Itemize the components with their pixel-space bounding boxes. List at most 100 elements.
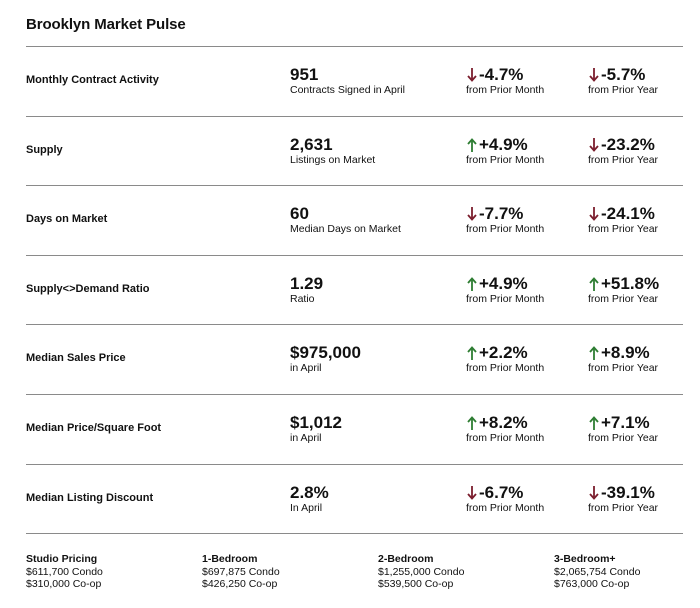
month-change: -4.7% from Prior Month	[466, 65, 545, 97]
pricing-heading: 2-Bedroom	[378, 553, 434, 565]
metric-label: Median Listing Discount	[26, 491, 154, 504]
metric-value: 951	[290, 65, 319, 84]
month-change: +8.2% from Prior Month	[466, 412, 545, 444]
metric-value-block: 951 Contracts Signed in April	[290, 65, 405, 97]
month-change-value: +2.2%	[479, 343, 528, 363]
metric-value: 2,631	[290, 134, 333, 154]
year-change-value: -39.1%	[601, 482, 655, 502]
month-change: -7.7% from Prior Month	[466, 204, 545, 236]
month-change: +2.2% from Prior Month	[466, 343, 545, 375]
coop-price: $426,250 Co-op	[202, 578, 278, 590]
year-change-label: from Prior Year	[588, 292, 659, 305]
coop-price: $539,500 Co-op	[378, 578, 454, 590]
metric-value: $975,000	[290, 343, 361, 363]
metric-description: Listings on Market	[290, 153, 376, 166]
month-change-value: -7.7%	[479, 204, 524, 224]
arrow-up-icon	[588, 276, 600, 292]
coop-price: $763,000 Co-op	[554, 578, 630, 590]
year-change-label: from Prior Year	[588, 153, 659, 166]
pricing-heading: Studio Pricing	[26, 553, 98, 565]
pricing-column: Studio Pricing $611,700 Condo $310,000 C…	[26, 553, 103, 591]
year-change-label: from Prior Year	[588, 84, 659, 96]
metric-value-block: $975,000 in April	[290, 343, 361, 375]
pricing-heading: 1-Bedroom	[202, 553, 258, 565]
month-change: +4.9% from Prior Month	[466, 273, 545, 305]
metric-description: Ratio	[290, 292, 315, 305]
month-change-label: from Prior Month	[466, 362, 545, 375]
arrow-up-icon	[588, 415, 600, 431]
metric-description: In April	[290, 501, 323, 514]
month-change-label: from Prior Month	[466, 501, 545, 514]
condo-price: $611,700 Condo	[26, 565, 103, 578]
metric-description: Median Days on Market	[290, 223, 401, 236]
metric-value-block: 1.29 Ratio	[290, 273, 324, 305]
metric-label: Days on Market	[26, 213, 108, 226]
metric-description: Contracts Signed in April	[290, 84, 405, 96]
year-change-value: -24.1%	[601, 204, 655, 224]
metric-label: Median Sales Price	[26, 352, 126, 365]
metric-value-block: 2.8% In April	[290, 482, 329, 514]
metric-value-block: $1,012 in April	[290, 412, 342, 444]
metric-row: Median Price/Square Foot $1,012 in April…	[26, 395, 683, 465]
condo-price: $697,875 Condo	[202, 565, 280, 578]
month-change-label: from Prior Month	[466, 431, 545, 444]
year-change: -23.2% from Prior Year	[588, 134, 659, 166]
metric-value: 2.8%	[290, 482, 329, 502]
year-change-label: from Prior Year	[588, 223, 659, 236]
year-change-value: +51.8%	[601, 273, 660, 293]
arrow-down-icon	[588, 206, 600, 222]
metric-row: Median Sales Price $975,000 in April +2.…	[26, 325, 683, 395]
arrow-down-icon	[588, 485, 600, 501]
market-metrics-table: Monthly Contract Activity 951 Contracts …	[26, 46, 683, 535]
year-change: +7.1% from Prior Year	[588, 412, 659, 444]
year-change-value: +8.9%	[601, 343, 650, 363]
year-change: +51.8% from Prior Year	[588, 273, 660, 305]
coop-price: $310,000 Co-op	[26, 578, 102, 590]
month-change-value: +4.9%	[479, 273, 528, 293]
pricing-heading: 3-Bedroom+	[554, 553, 616, 565]
arrow-up-icon	[466, 415, 478, 431]
month-change: -6.7% from Prior Month	[466, 482, 545, 514]
month-change-value: +8.2%	[479, 412, 528, 432]
metric-value: $1,012	[290, 412, 342, 432]
year-change-value: -23.2%	[601, 134, 655, 154]
condo-price: $1,255,000 Condo	[378, 565, 465, 578]
year-change: -24.1% from Prior Year	[588, 204, 659, 236]
metric-description: in April	[290, 362, 322, 375]
metric-value: 1.29	[290, 273, 324, 293]
arrow-down-icon	[588, 67, 600, 83]
arrow-up-icon	[466, 137, 478, 153]
month-change-label: from Prior Month	[466, 292, 545, 305]
year-change-value: +7.1%	[601, 412, 650, 432]
year-change-label: from Prior Year	[588, 362, 659, 375]
pricing-column: 2-Bedroom $1,255,000 Condo $539,500 Co-o…	[378, 553, 464, 591]
month-change-label: from Prior Month	[466, 84, 545, 96]
metric-row: Monthly Contract Activity 951 Contracts …	[26, 47, 683, 117]
metric-label: Monthly Contract Activity	[26, 74, 159, 86]
year-change-value: -5.7%	[601, 65, 646, 84]
month-change: +4.9% from Prior Month	[466, 134, 545, 166]
metric-label: Supply<>Demand Ratio	[26, 282, 150, 295]
metric-value-block: 2,631 Listings on Market	[290, 134, 376, 166]
arrow-up-icon	[466, 276, 478, 292]
month-change-label: from Prior Month	[466, 223, 545, 236]
metric-label: Supply	[26, 143, 63, 156]
metric-row: Supply<>Demand Ratio 1.29 Ratio +4.9% fr…	[26, 256, 683, 326]
pricing-column: 3-Bedroom+ $2,065,754 Condo $763,000 Co-…	[554, 553, 640, 591]
condo-price: $2,065,754 Condo	[554, 565, 641, 578]
metric-row: Median Listing Discount 2.8% In April -6…	[26, 465, 683, 535]
year-change: -5.7% from Prior Year	[588, 65, 659, 97]
arrow-down-icon	[588, 137, 600, 153]
metric-row: Supply 2,631 Listings on Market +4.9% fr…	[26, 117, 683, 187]
pricing-column: 1-Bedroom $697,875 Condo $426,250 Co-op	[202, 553, 280, 591]
arrow-up-icon	[466, 345, 478, 361]
year-change-label: from Prior Year	[588, 431, 659, 444]
arrow-down-icon	[466, 485, 478, 501]
metric-value-block: 60 Median Days on Market	[290, 205, 401, 236]
arrow-up-icon	[588, 345, 600, 361]
month-change-value: -4.7%	[479, 65, 524, 84]
month-change-value: -6.7%	[479, 482, 524, 502]
arrow-down-icon	[466, 206, 478, 222]
month-change-label: from Prior Month	[466, 153, 545, 166]
month-change-value: +4.9%	[479, 134, 528, 154]
